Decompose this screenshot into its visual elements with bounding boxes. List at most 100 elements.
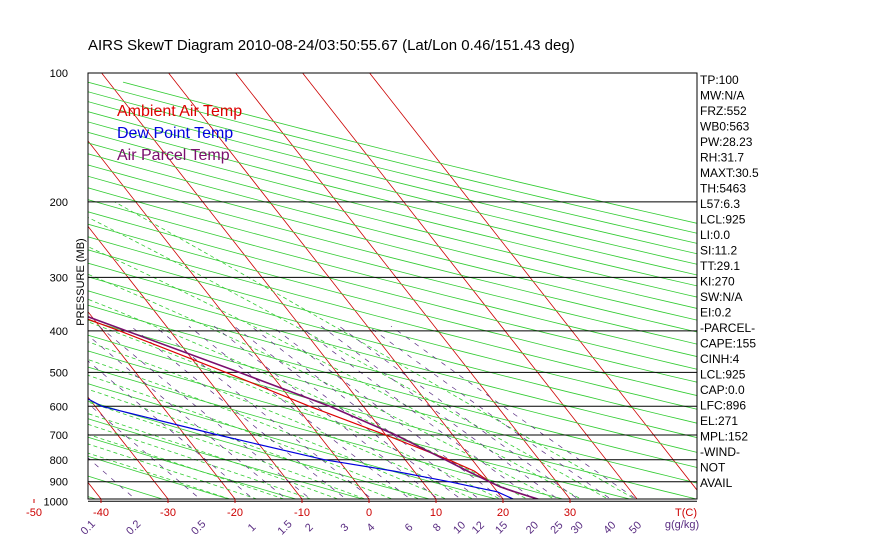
bottom-temp-tick-label: -50 xyxy=(26,507,42,519)
mixing-ratio-label: 25 xyxy=(548,519,565,536)
side-panel-item: WB0:563 xyxy=(700,120,750,134)
dry-adiabat xyxy=(88,153,697,309)
moist-adiabat xyxy=(88,452,232,499)
pressure-tick-label: 800 xyxy=(50,455,68,467)
moist-adiabat xyxy=(88,423,312,499)
mixing-ratio-line xyxy=(338,325,579,499)
side-panel-item: -WIND- xyxy=(700,445,740,459)
mixing-ratio-label: 0.2 xyxy=(124,518,143,537)
mixing-ratio-line xyxy=(250,325,480,499)
pressure-tick-label: 600 xyxy=(50,401,68,413)
mixing-ratio-line xyxy=(233,325,462,499)
dry-adiabat xyxy=(88,249,697,410)
moist-adiabat xyxy=(88,216,609,499)
moist-adiabat xyxy=(88,443,259,499)
dry-adiabat xyxy=(88,262,697,424)
pressure-tick-label: 400 xyxy=(50,326,68,338)
side-panel-item: SI:11.2 xyxy=(700,244,737,258)
dry-adiabat xyxy=(88,101,697,255)
bottom-temp-tick-label: 10 xyxy=(430,507,442,519)
dry-adiabat xyxy=(88,319,697,484)
moist-adiabat xyxy=(88,341,474,499)
side-panel-item: MAXT:30.5 xyxy=(700,166,759,180)
plot-frame xyxy=(87,72,698,500)
bottom-temp-tick-label: 30 xyxy=(564,507,576,519)
side-panel-item: FRZ:552 xyxy=(700,104,747,118)
dry-adiabat xyxy=(88,350,632,499)
dry-adiabat xyxy=(88,131,697,287)
moist-adiabat xyxy=(88,413,339,499)
dry-adiabat xyxy=(88,475,164,499)
dry-adiabat xyxy=(88,199,697,357)
side-panel-item: SW:N/A xyxy=(700,290,742,304)
pressure-tick-label: 300 xyxy=(50,272,68,284)
side-panel-item: MW:N/A xyxy=(700,89,744,103)
dry-adiabat xyxy=(88,175,697,333)
mixing-ratio-line xyxy=(98,325,312,499)
mixing-ratio-label: 40 xyxy=(601,519,618,536)
isotherm-line xyxy=(88,396,169,499)
bottom-temp-tick-label: -30 xyxy=(160,507,176,519)
side-panel-item: EL:271 xyxy=(700,414,738,428)
pressure-tick-label: 200 xyxy=(50,197,68,209)
side-panel-item: LCL:925 xyxy=(700,368,746,382)
isotherm-line xyxy=(369,73,697,491)
dry-adiabat xyxy=(88,400,431,499)
side-panel-item: TP:100 xyxy=(700,73,739,87)
side-panel-item: CINH:4 xyxy=(700,352,740,366)
dry-adiabat xyxy=(88,187,697,345)
side-panel-item: -PARCEL- xyxy=(700,321,755,335)
moist-adiabat xyxy=(114,201,636,499)
mixing-ratio-line xyxy=(390,325,637,499)
isotherm-line xyxy=(168,73,504,499)
pressure-tick-label: 500 xyxy=(50,367,68,379)
pressure-tick-label: 1000 xyxy=(44,496,68,508)
mixing-ratio-label: 2 xyxy=(303,521,316,534)
dry-adiabat xyxy=(88,383,498,499)
pressure-tick-label: 100 xyxy=(50,68,68,80)
side-panel-item: LCL:925 xyxy=(700,213,746,227)
mixing-ratio-label: 4 xyxy=(365,521,378,534)
mixing-ratio-line xyxy=(271,325,504,499)
mixing-ratio-line xyxy=(299,325,534,499)
side-panel-item: CAPE:155 xyxy=(700,337,756,351)
bottom-temp-tick-label: 20 xyxy=(497,507,509,519)
mixing-ratio-label: 50 xyxy=(627,519,644,536)
legend-entry: Ambient Air Temp xyxy=(117,103,242,120)
mixing-ratio-label: 12 xyxy=(470,519,487,536)
side-panel-item: TT:29.1 xyxy=(700,259,740,273)
mixing-ratio-label: 15 xyxy=(493,519,510,536)
side-panel-item: TH:5463 xyxy=(700,182,746,196)
mixing-ratio-label: 30 xyxy=(569,519,586,536)
pressure-tick-label: 700 xyxy=(50,430,68,442)
isotherm-line xyxy=(235,73,571,499)
moist-adiabat xyxy=(88,374,420,499)
dry-adiabat xyxy=(88,455,231,499)
series-line xyxy=(88,398,515,499)
dry-adiabat xyxy=(88,236,697,396)
mixing-ratio-line xyxy=(367,325,612,499)
bottom-temp-tick-label: -20 xyxy=(227,507,243,519)
isotherm-line xyxy=(88,225,303,499)
dry-adiabat xyxy=(88,223,697,383)
side-panel-item: LI:0.0 xyxy=(700,228,730,242)
dry-adiabat xyxy=(88,164,697,321)
side-panel-item: NOT xyxy=(700,461,726,475)
chart-title: AIRS SkewT Diagram 2010-08-24/03:50:55.6… xyxy=(88,37,575,54)
moist-adiabat xyxy=(88,246,582,499)
dry-adiabat xyxy=(88,496,97,499)
mixing-ratio-label: 0.1 xyxy=(79,518,98,537)
isotherm-line xyxy=(302,73,638,499)
dry-adiabat xyxy=(88,276,697,439)
side-panel-item: PW:28.23 xyxy=(700,135,753,149)
bottom-temp-tick-label: -10 xyxy=(294,507,310,519)
mixing-ratio-label: 1.5 xyxy=(275,518,294,537)
mixing-ratio-line xyxy=(188,325,411,499)
side-panel-item: CAP:0.0 xyxy=(700,383,745,397)
moist-adiabat xyxy=(88,273,555,499)
mixing-ratio-label: 10 xyxy=(451,519,468,536)
dry-adiabat xyxy=(88,304,697,468)
mixing-ratio-line xyxy=(213,325,439,499)
mixing-ratio-unit-label: g(g/kg) xyxy=(665,519,699,531)
